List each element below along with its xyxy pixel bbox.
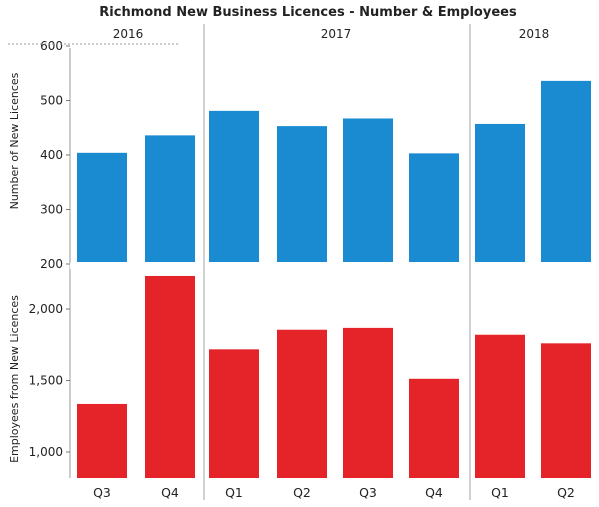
- employees-bar: [77, 403, 127, 478]
- y-tick-label: 500: [40, 94, 63, 108]
- licences-panel: 200 300 400 500 600: [8, 39, 591, 271]
- x-tick-label: Q4: [425, 485, 443, 500]
- x-tick-label: Q2: [557, 485, 575, 500]
- y-tick-label: 1,000: [29, 445, 63, 459]
- y-axis-label-employees: Employees from New Licences: [8, 295, 21, 463]
- licences-bar: [475, 123, 525, 262]
- y-tick-label: 600: [40, 39, 63, 53]
- employees-bar: [145, 275, 195, 478]
- x-tick-label: Q2: [293, 485, 311, 500]
- employees-panel: 1,000 1,500 2,000: [29, 260, 591, 478]
- employees-bar: [277, 329, 327, 478]
- licences-bar: [343, 118, 393, 262]
- employees-bar: [475, 334, 525, 478]
- y-tick-label: 200: [40, 257, 63, 271]
- licences-bar: [277, 126, 327, 263]
- year-label: 2017: [321, 27, 352, 41]
- y-tick-label: 300: [40, 203, 63, 217]
- year-label: 2018: [519, 27, 550, 41]
- y-tick-label: 2,000: [29, 302, 63, 316]
- licences-bar: [209, 110, 259, 262]
- employees-bar: [541, 343, 591, 478]
- licences-bar: [145, 135, 195, 262]
- y-tick-label: 1,500: [29, 374, 63, 388]
- x-tick-label: Q3: [359, 485, 377, 500]
- x-tick-label: Q4: [161, 485, 179, 500]
- y-axis-label-licences: Number of New Licences: [8, 72, 21, 209]
- year-labels: 2016 2017 2018: [113, 27, 550, 41]
- year-dividers: [70, 24, 596, 500]
- x-tick-label: Q1: [225, 485, 243, 500]
- employees-bar: [343, 327, 393, 478]
- licences-bar: [409, 153, 459, 262]
- x-tick-label: Q1: [491, 485, 509, 500]
- employees-bar: [409, 378, 459, 478]
- licences-bar: [77, 152, 127, 262]
- licences-bar: [541, 80, 591, 262]
- year-label: 2016: [113, 27, 144, 41]
- x-tick-label: Q3: [93, 485, 111, 500]
- chart-title: Richmond New Business Licences - Number …: [99, 5, 517, 20]
- x-axis-labels: Q3 Q4 Q1 Q2 Q3 Q4 Q1 Q2: [93, 485, 575, 500]
- y-tick-label: 400: [40, 148, 63, 162]
- employees-bar: [209, 349, 259, 478]
